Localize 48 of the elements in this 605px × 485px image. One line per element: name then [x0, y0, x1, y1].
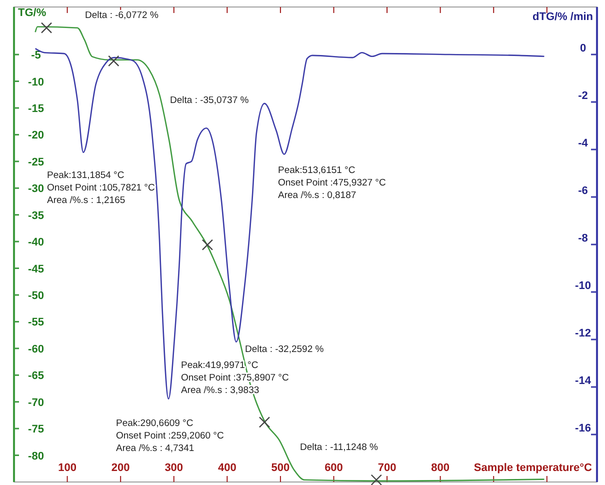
y-tick-label: -40 [28, 236, 44, 249]
x-tick-label: 800 [431, 462, 450, 474]
y2-tick-label: -2 [578, 90, 588, 102]
y-tick-label: -55 [28, 316, 44, 329]
y-tick-label: -25 [28, 156, 44, 168]
y2-tick-label: -16 [575, 422, 591, 434]
y-tick-label: -50 [28, 290, 44, 302]
y-tick-label: -65 [28, 370, 44, 382]
x-tick-label: 500 [271, 462, 290, 474]
y-tick-label: -80 [28, 450, 44, 462]
y-tick-label: -45 [28, 263, 44, 276]
annotation: Delta : -11,1248 % [300, 442, 379, 453]
annotation: Delta : -6,0772 % [85, 10, 159, 21]
y-tick-label: -30 [28, 183, 44, 196]
point [258, 416, 270, 428]
point [202, 239, 214, 250]
annotation: Peak:131,1854 °C Onset Point :105,7821 °C Area /%.s : 1,2165 [47, 170, 155, 206]
y2-tick-label: -10 [575, 280, 591, 292]
y2-tick-label: -14 [575, 375, 592, 387]
y2-axis-title: dTG/% /min [532, 11, 594, 23]
y-tick-label: -15 [28, 102, 44, 115]
y2-tick-label: -6 [578, 185, 588, 197]
y2-tick-label: -8 [578, 232, 588, 244]
point [40, 22, 52, 34]
annotation: Peak:290,6609 °C Onset Point :259,2060 °C Area /%.s : 4,7341 [116, 418, 224, 454]
y-axis-title: TG/% [18, 7, 46, 19]
x-axis-title: Sample temperature°C [474, 462, 592, 474]
y-tick-label: -35 [28, 210, 44, 222]
annotation: Delta : -32,2592 % [245, 344, 324, 355]
y-tick-label: -70 [28, 396, 44, 409]
point [370, 474, 382, 485]
x-tick-label: 100 [58, 462, 76, 474]
y-tick-label: -5 [31, 50, 41, 62]
y-tick-label: -60 [28, 343, 44, 356]
y2-tick-label: -4 [578, 138, 589, 150]
x-tick-label: 700 [378, 462, 396, 474]
x-tick-label: 600 [324, 462, 343, 474]
annotation: Delta : -35,0737 % [170, 95, 250, 106]
y-tick-label: -75 [28, 424, 44, 436]
x-tick-label: 200 [111, 462, 130, 474]
annotation: Peak:513,6151 °C Onset Point :475,9327 °C Area /%.s : 0,8187 [278, 165, 386, 201]
y2-tick-label: 0 [580, 42, 586, 54]
x-tick-label: 300 [164, 462, 184, 474]
y-tick-label: -10 [28, 76, 44, 88]
y2-tick-label: -12 [575, 328, 591, 340]
x-tick-label: 400 [218, 462, 236, 474]
y-tick-label: -20 [28, 130, 44, 142]
point [108, 55, 120, 67]
